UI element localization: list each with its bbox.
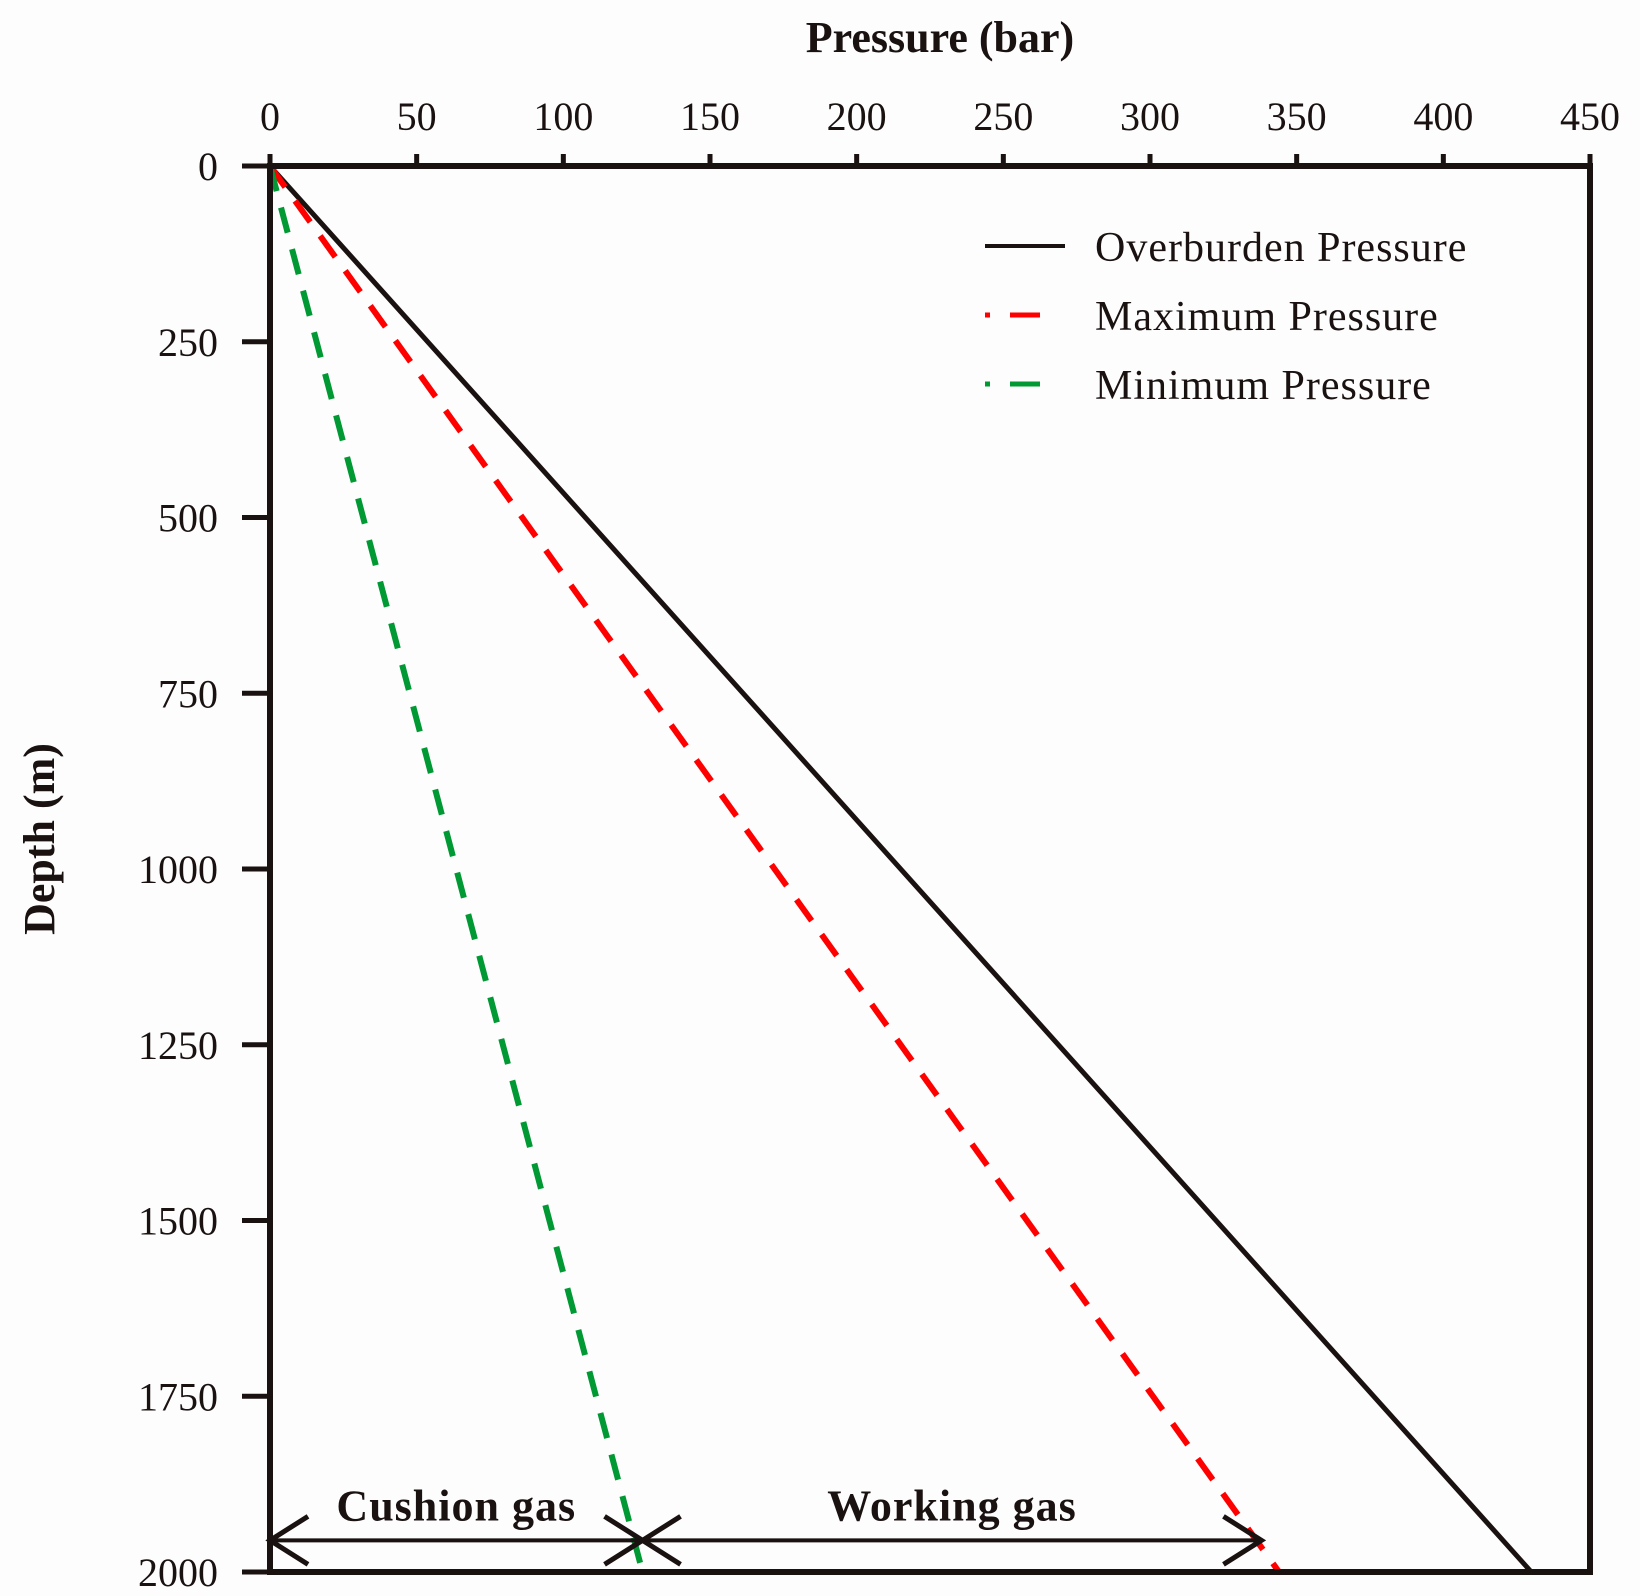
series-layer bbox=[267, 164, 1534, 1574]
legend-label-minimum-pressure: Minimum Pressure bbox=[1095, 363, 1432, 409]
y-tick-label-0: 0 bbox=[198, 144, 218, 189]
x-tick-label-300: 300 bbox=[1120, 94, 1180, 139]
y-tick-label-500: 500 bbox=[158, 496, 218, 541]
x-tick-label-50: 50 bbox=[397, 94, 437, 139]
legend-label-overburden-pressure: Overburden Pressure bbox=[1095, 225, 1467, 271]
y-tick-label-750: 750 bbox=[158, 671, 218, 716]
y-tick-label-2000: 2000 bbox=[138, 1550, 218, 1595]
y-tick-label-1250: 1250 bbox=[138, 1023, 218, 1068]
y-tick-label-1500: 1500 bbox=[138, 1199, 218, 1244]
legend: Overburden Pressure Maximum Pressure Minim… bbox=[985, 225, 1467, 409]
x-tick-label-250: 250 bbox=[973, 94, 1033, 139]
y-tick-label-1000: 1000 bbox=[138, 847, 218, 892]
y-axis-ticks: 0 250 500 750 1000 1250 1500 1750 2000 bbox=[138, 144, 270, 1595]
y-axis-title: Depth (m) bbox=[15, 743, 64, 935]
x-axis-title: Pressure (bar) bbox=[806, 13, 1074, 62]
working-gas-arrow-head-left bbox=[637, 1514, 682, 1567]
plot-frame bbox=[267, 163, 1593, 1575]
maximum-pressure-line bbox=[267, 164, 1282, 1574]
y-tick-label-1750: 1750 bbox=[138, 1374, 218, 1419]
x-tick-label-100: 100 bbox=[533, 94, 593, 139]
working-gas-label: Working gas bbox=[827, 1481, 1076, 1530]
annotation-layer: Cushion gas Working gas bbox=[265, 1481, 1267, 1567]
minimum-pressure-line bbox=[267, 165, 646, 1573]
cushion-gas-label: Cushion gas bbox=[336, 1481, 576, 1530]
overburden-pressure-line bbox=[268, 164, 1534, 1574]
y-tick-label-250: 250 bbox=[158, 320, 218, 365]
x-tick-label-450: 450 bbox=[1560, 94, 1620, 139]
x-axis-ticks: 0 50 100 150 200 250 300 350 400 450 bbox=[260, 94, 1620, 166]
working-gas-arrow-head-right bbox=[1222, 1514, 1267, 1567]
x-tick-label-0: 0 bbox=[260, 94, 280, 139]
x-tick-label-400: 400 bbox=[1413, 94, 1473, 139]
x-tick-label-200: 200 bbox=[827, 94, 887, 139]
x-tick-label-350: 350 bbox=[1267, 94, 1327, 139]
legend-label-maximum-pressure: Maximum Pressure bbox=[1095, 294, 1439, 340]
x-tick-label-150: 150 bbox=[680, 94, 740, 139]
